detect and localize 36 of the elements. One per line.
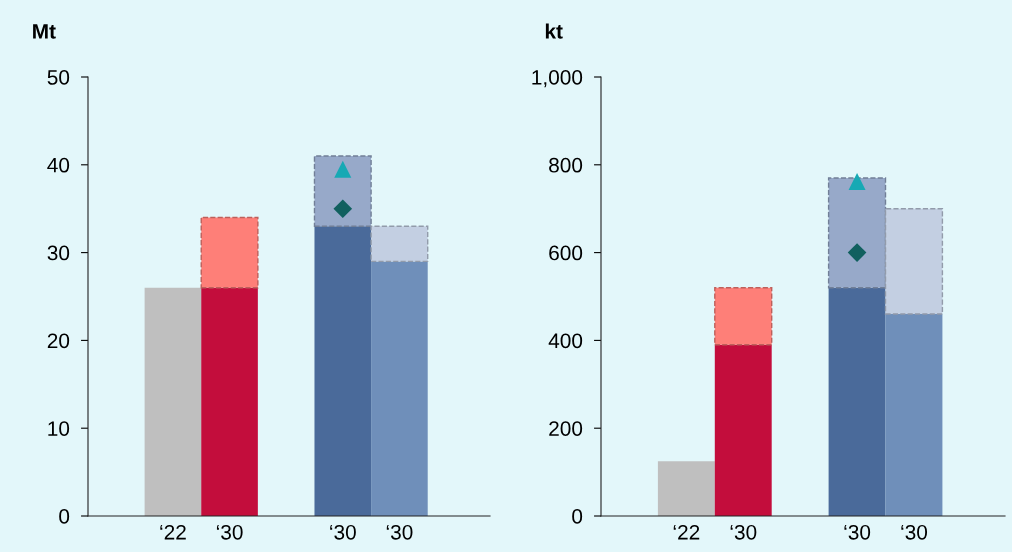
y-tick-label: 40: [47, 157, 70, 173]
x-tick-label: ‘22: [673, 524, 700, 540]
y-tick-label: 800: [549, 157, 583, 173]
bar: [144, 287, 202, 516]
y-tick-label: 1,000: [532, 70, 583, 88]
y-axis-title: kt: [545, 23, 563, 39]
bar: [714, 287, 773, 346]
bar: [827, 177, 887, 289]
bar: [885, 314, 943, 516]
y-tick-label: 10: [48, 421, 70, 436]
x-tick-label: ‘30: [844, 524, 871, 540]
bar: [201, 287, 258, 516]
x-tick-label: ‘22: [160, 524, 186, 540]
y-tick-label: 20: [47, 333, 70, 349]
bar: [314, 226, 372, 516]
y-tick-label: 50: [47, 70, 70, 85]
y-tick-label: 400: [548, 333, 583, 349]
bar: [370, 225, 429, 263]
y-tick-label: 0: [59, 509, 70, 524]
y-tick-label: 200: [549, 421, 583, 436]
y-tick-label: 0: [572, 509, 583, 524]
bar: [884, 208, 944, 315]
y-axis-title: Mt: [33, 24, 56, 39]
y-tick-label: 30: [47, 245, 70, 261]
bar: [371, 261, 428, 516]
bar: [828, 287, 886, 516]
x-tick-label: ‘30: [386, 524, 413, 540]
bar: [657, 461, 715, 516]
y-tick-label: 600: [549, 245, 583, 261]
x-tick-label: ‘30: [730, 524, 757, 540]
x-tick-label: ‘30: [330, 524, 356, 540]
x-tick-label: ‘30: [216, 524, 243, 540]
bar: [200, 216, 259, 289]
bar: [714, 344, 772, 516]
bar: [313, 155, 372, 227]
x-tick-label: ‘30: [901, 524, 928, 540]
